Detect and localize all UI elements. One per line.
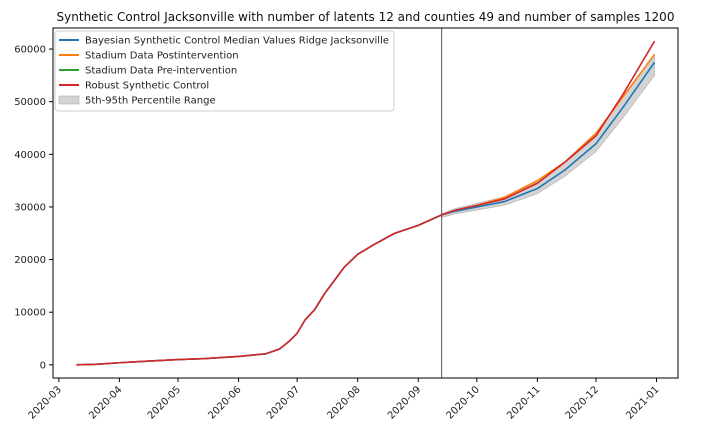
postintervention-line	[441, 53, 656, 216]
legend-label: Bayesian Synthetic Control Median Values…	[85, 36, 389, 47]
legend-label: 5th-95th Percentile Range	[85, 96, 216, 107]
x-tick-label: 2020-11	[505, 384, 542, 421]
x-tick-label: 2020-10	[445, 384, 482, 421]
y-tick-label: 40000	[14, 150, 46, 161]
x-tick-label: 2020-03	[27, 384, 64, 421]
x-tick-label: 2020-08	[325, 384, 362, 421]
x-tick-label: 2021-01	[624, 384, 661, 421]
plot-area	[76, 28, 656, 378]
plot-frame	[52, 27, 679, 379]
x-tick-label: 2020-09	[386, 384, 423, 421]
legend-label: Stadium Data Pre-intervention	[85, 66, 237, 77]
x-tick-label: 2020-07	[265, 384, 302, 421]
legend-label: Stadium Data Postintervention	[85, 51, 239, 62]
legend-label: Robust Synthetic Control	[85, 81, 209, 92]
y-tick-label: 50000	[14, 97, 46, 108]
y-tick-label: 20000	[14, 255, 46, 266]
legend-box	[54, 30, 395, 112]
y-tick-label: 60000	[14, 45, 46, 56]
legend: Bayesian Synthetic Control Median Values…	[54, 30, 395, 112]
legend-swatch	[58, 95, 80, 105]
x-tick-label: 2020-12	[564, 384, 601, 421]
x-tick-label: 2020-06	[206, 384, 243, 421]
y-tick-label: 30000	[14, 202, 46, 213]
chart-title: Synthetic Control Jacksonville with numb…	[57, 10, 675, 24]
x-tick-label: 2020-04	[87, 384, 124, 421]
y-tick-label: 10000	[14, 308, 46, 319]
robust-synthetic-line	[76, 40, 656, 366]
percentile-band	[441, 53, 655, 218]
x-tick-label: 2020-05	[146, 384, 183, 421]
y-tick-label: 0	[40, 360, 46, 371]
